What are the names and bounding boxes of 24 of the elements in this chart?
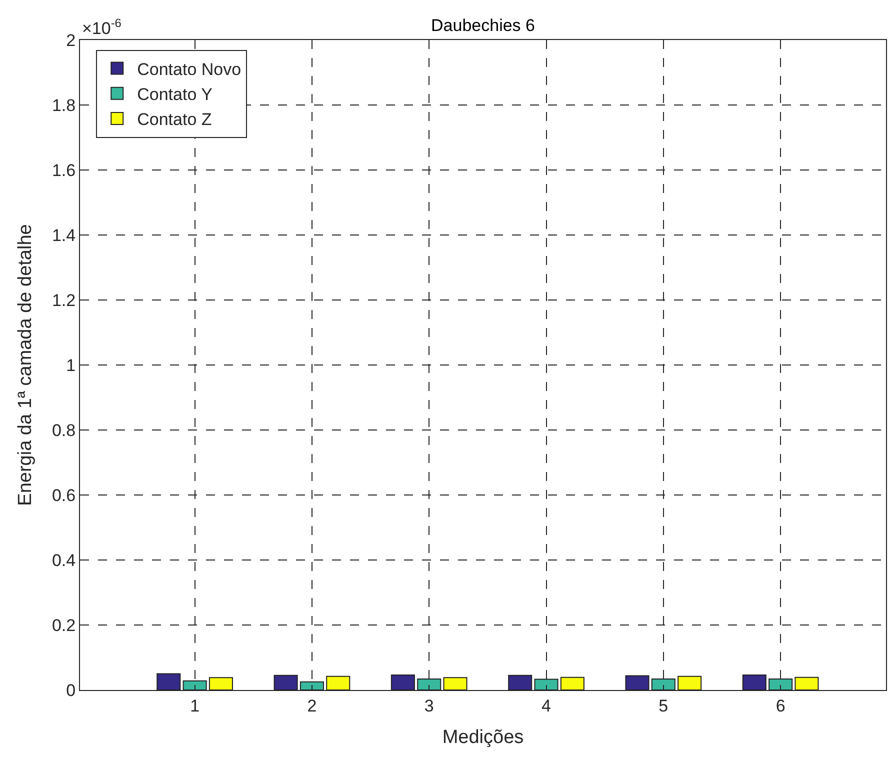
y-tick-label: 0.8: [52, 420, 76, 440]
y-tick-label: 1.4: [52, 226, 76, 245]
x-tick-label: 1: [190, 696, 200, 716]
legend-label: Contato Z: [137, 110, 212, 130]
y-tick-label: 1: [66, 356, 76, 375]
y-tick-label: 0.2: [52, 616, 76, 635]
legend-label: Contato Y: [137, 85, 212, 104]
y-tick-label: 0.6: [52, 486, 76, 505]
y-tick-label: 0: [66, 680, 76, 700]
y-axis-title: Energia da 1ª camada de detalhe: [14, 224, 36, 506]
x-axis-title: Medições: [442, 727, 524, 748]
x-tick-label: 3: [424, 696, 434, 716]
legend-label: Contato Novo: [137, 60, 242, 79]
chart-title: Daubechies 6: [431, 16, 535, 35]
y-tick-label: 2: [66, 30, 76, 50]
y-tick-label: 1.8: [52, 96, 76, 115]
x-tick-label: 5: [658, 696, 668, 716]
x-tick-label: 6: [776, 696, 786, 716]
y-tick-label: 1.2: [52, 290, 76, 310]
x-tick-label: 2: [307, 696, 317, 716]
text: ×10$^{-6}$: [82, 16, 122, 38]
y-tick-label: 0.4: [52, 550, 76, 570]
x-tick-label: 4: [542, 696, 551, 716]
y-tick-label: 1.6: [52, 160, 76, 180]
